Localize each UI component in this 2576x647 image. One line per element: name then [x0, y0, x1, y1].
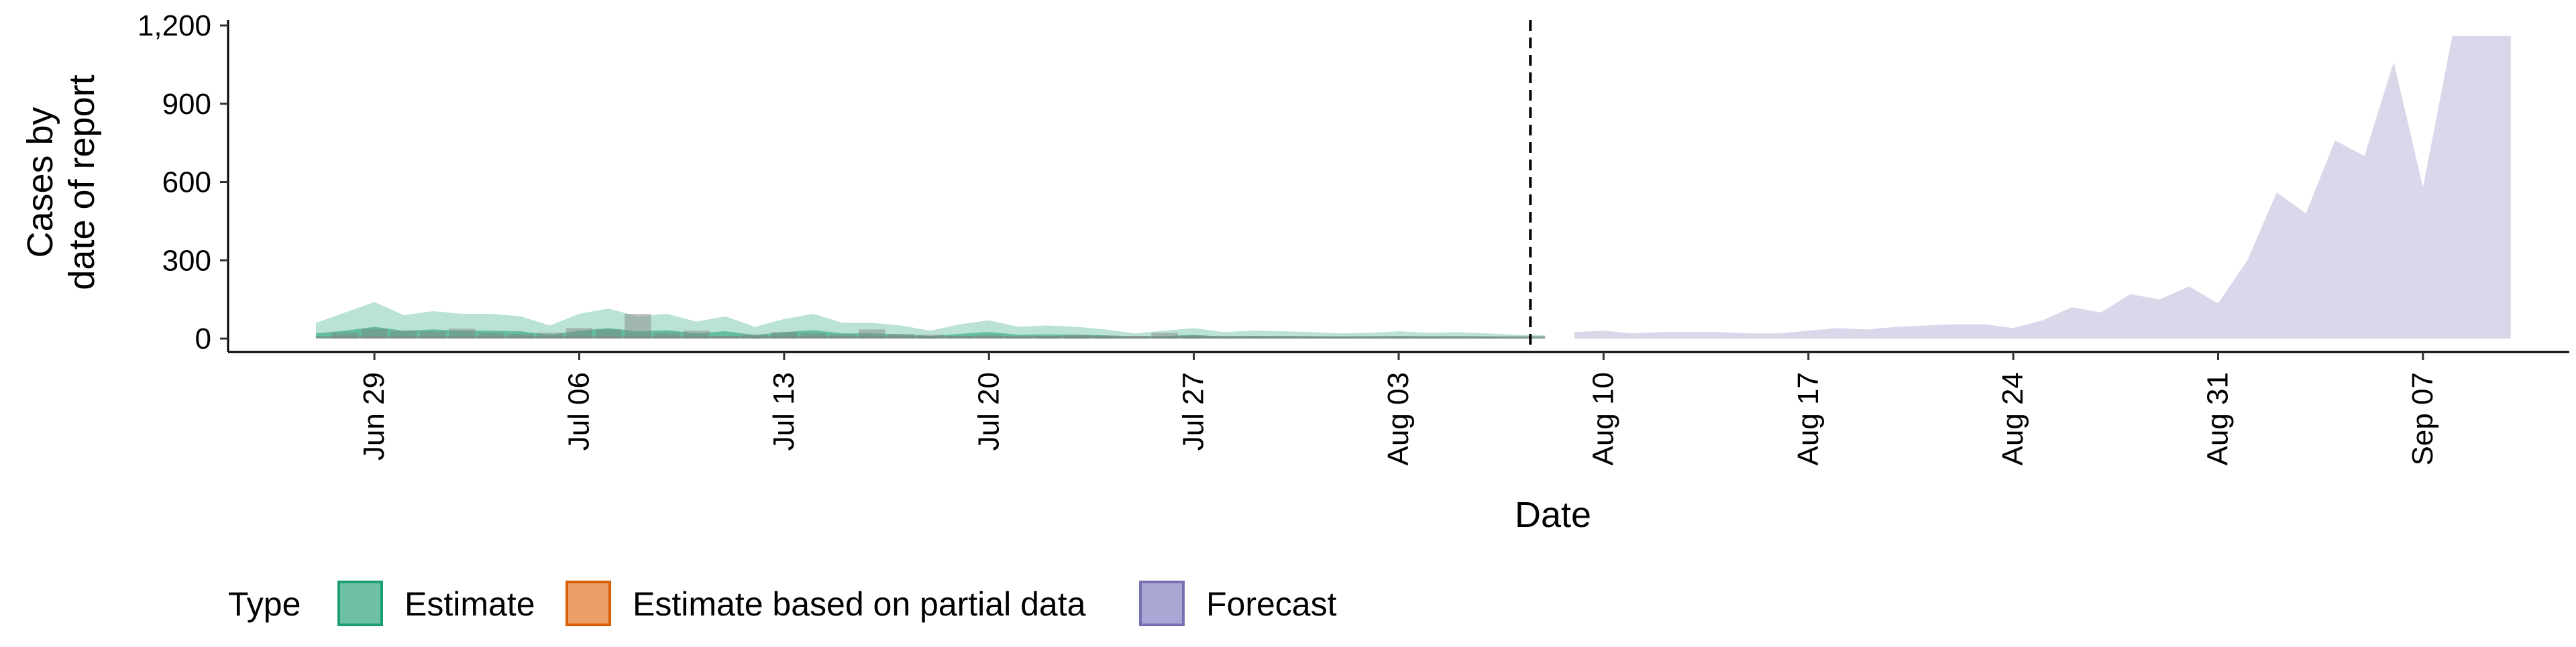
y-tick-label: 900 — [162, 88, 211, 121]
observed-bar — [478, 333, 505, 339]
observed-bar — [771, 332, 798, 339]
y-tick-label: 600 — [162, 166, 211, 199]
y-axis-title: Cases bydate of report — [20, 74, 102, 290]
y-tick-label: 300 — [162, 244, 211, 277]
x-tick-label: Jul 13 — [767, 372, 800, 451]
estimate-outer-ribbon — [315, 302, 1546, 339]
observed-bar — [419, 331, 446, 339]
y-tick-label: 0 — [195, 322, 211, 355]
x-tick-label: Aug 31 — [2202, 372, 2235, 465]
y-tick-label: 1,200 — [138, 9, 211, 42]
x-tick-label: Jul 20 — [972, 372, 1005, 451]
observed-bar — [331, 333, 359, 339]
axes-layer: 0 300 600 900 1,200 Jun 29 Jul 06 Jul 13 Jul 20 J… — [20, 9, 2569, 535]
forecast-ribbon — [1574, 36, 2511, 339]
x-tick-label: Jun 29 — [358, 372, 390, 461]
legend-title: Type — [228, 585, 301, 623]
legend-item-label: Estimate — [405, 585, 535, 623]
estimate-inner-ribbon — [315, 327, 1546, 339]
legend-swatch — [337, 581, 383, 626]
legend-item-label: Estimate based on partial data — [633, 585, 1086, 623]
observed-bar — [537, 333, 564, 339]
estimate-layer — [315, 302, 1546, 339]
y-axis-title-line: Cases by — [20, 107, 60, 257]
observed-bar — [390, 331, 417, 339]
observed-bar — [653, 333, 680, 339]
x-tick-label: Aug 10 — [1587, 372, 1619, 465]
x-tick-label: Jul 27 — [1177, 372, 1210, 451]
forecast-layer — [1574, 36, 2511, 339]
legend-swatch — [1139, 581, 1185, 626]
x-axis-title: Date — [1515, 495, 1591, 535]
x-tick-label: Aug 17 — [1792, 372, 1825, 465]
x-tick-label: Aug 24 — [1996, 372, 2029, 465]
y-axis-title-line: date of report — [62, 74, 102, 290]
observed-bar — [1151, 333, 1178, 339]
legend: Type Estimate Estimate based on partial da… — [228, 581, 1337, 626]
x-tick-label: Jul 06 — [563, 372, 596, 451]
legend-item-label: Forecast — [1206, 585, 1337, 623]
observed-bars-layer — [315, 314, 1546, 339]
observed-bar — [683, 331, 710, 339]
legend-swatch — [566, 581, 611, 626]
x-tick-label: Sep 07 — [2406, 372, 2439, 465]
x-tick-label: Aug 03 — [1382, 372, 1415, 465]
observed-bar — [625, 314, 651, 339]
